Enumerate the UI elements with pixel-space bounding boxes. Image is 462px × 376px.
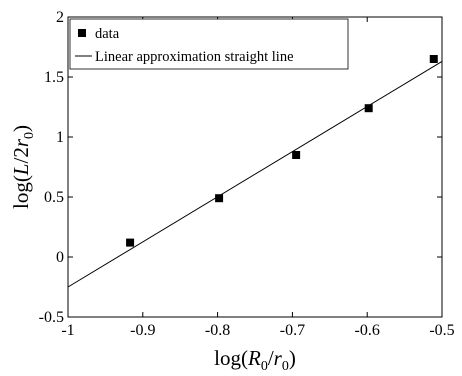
y-tick-label: 2 [56,9,64,26]
x-tick-label: -0.5 [429,322,454,339]
y-tick-label: -0.5 [39,309,64,326]
y-tick-label: 0.5 [44,189,64,206]
data-point [126,238,135,247]
legend-label-data: data [95,26,120,42]
legend: data Linear approximation straight line [69,18,349,70]
y-tick-label: 1 [56,129,64,146]
y-axis-title: log(L/2r0) [9,125,37,209]
x-tick-label: -1 [61,322,74,339]
x-tick-label: -0.7 [280,322,305,339]
y-tick-label: 0 [56,249,64,266]
data-point [292,151,301,159]
data-point [215,194,224,203]
y-tick-label: 1.5 [44,69,64,86]
legend-box [69,18,349,70]
x-tick-label: -0.8 [205,322,230,339]
x-axis-title: log(R0/r0) [214,346,296,374]
marker-layer [126,55,438,247]
x-axis-ticks: -1 -0.9 -0.8 -0.7 -0.6 -0.5 [61,17,455,339]
legend-marker-data [78,29,86,37]
data-point [364,104,373,113]
legend-label-fit: Linear approximation straight line [95,49,294,65]
y-axis-ticks: -0.5 0 0.5 1 1.5 2 [39,9,442,326]
x-tick-label: -0.6 [355,322,380,339]
data-point [429,55,438,63]
line-layer [67,60,443,288]
fit-line [67,60,443,288]
x-tick-label: -0.9 [130,322,155,339]
